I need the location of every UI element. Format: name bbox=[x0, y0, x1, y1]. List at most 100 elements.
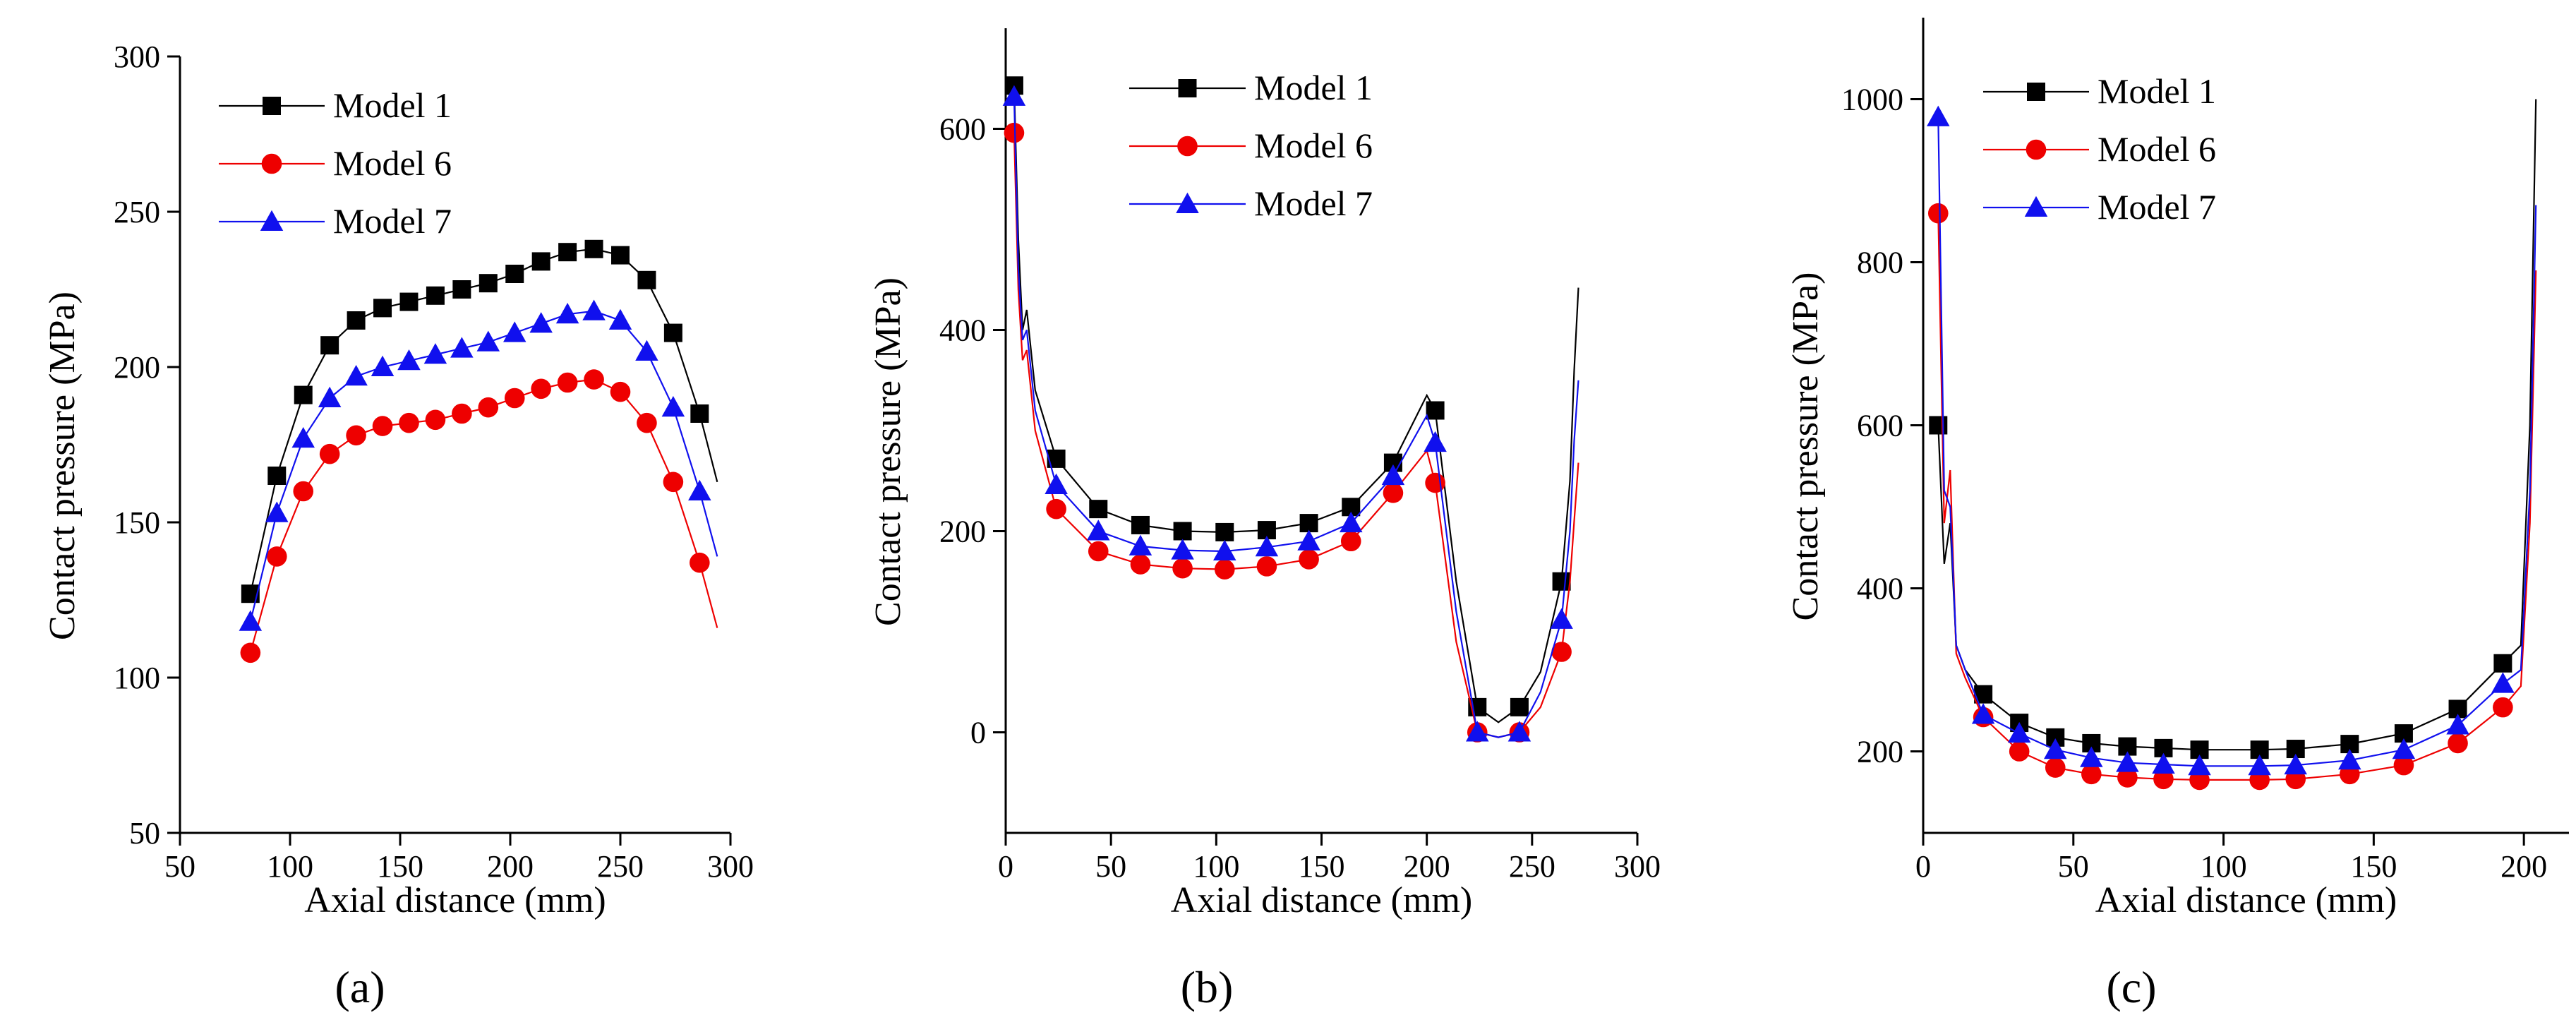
data-point-marker bbox=[1046, 498, 1066, 519]
data-point-marker bbox=[320, 336, 339, 355]
data-point-marker bbox=[1173, 522, 1192, 541]
data-point-marker bbox=[344, 364, 368, 386]
x-axis-title: Axial distance (mm) bbox=[304, 880, 606, 920]
x-tick-label: 50 bbox=[164, 849, 195, 884]
x-tick-label: 0 bbox=[998, 849, 1013, 884]
data-point-marker bbox=[1172, 558, 1193, 579]
y-tick-label: 150 bbox=[114, 505, 160, 540]
data-point-marker bbox=[371, 355, 395, 376]
data-point-marker bbox=[1299, 514, 1318, 533]
data-point-marker bbox=[399, 412, 419, 433]
data-point-marker bbox=[1088, 541, 1109, 562]
data-point-marker bbox=[1255, 536, 1279, 557]
data-point-marker bbox=[2491, 672, 2515, 693]
data-point-marker bbox=[1299, 549, 1319, 570]
data-point-marker bbox=[399, 292, 419, 311]
data-point-marker bbox=[479, 274, 498, 293]
data-point-marker bbox=[1929, 416, 1948, 435]
series-line bbox=[1937, 99, 2537, 751]
data-point-marker bbox=[372, 416, 393, 436]
data-point-marker bbox=[397, 349, 421, 371]
data-point-marker bbox=[1045, 473, 1068, 494]
y-axis-title: Contact pressure (MPa) bbox=[1786, 272, 1826, 621]
x-tick-label: 100 bbox=[1193, 849, 1239, 884]
data-point-marker bbox=[373, 299, 392, 318]
data-point-marker bbox=[1047, 449, 1066, 468]
x-tick-label: 50 bbox=[2058, 849, 2089, 884]
data-point-marker bbox=[267, 467, 287, 485]
series-model-7 bbox=[1927, 105, 2537, 776]
data-point-marker bbox=[1510, 697, 1529, 716]
chart-panel-a: 50 100 150 200 250 300 50 100 150 200 250 300 Axial … bbox=[42, 40, 754, 1012]
legend-marker bbox=[2024, 196, 2048, 217]
data-point-marker bbox=[584, 369, 604, 390]
y-axis-title: Contact pressure (MPa) bbox=[42, 292, 83, 640]
data-point-marker bbox=[2152, 752, 2175, 774]
panel-label: (a) bbox=[335, 962, 385, 1012]
data-point-marker bbox=[2044, 738, 2067, 759]
legend-label: Model 6 bbox=[333, 143, 452, 183]
data-point-marker bbox=[2338, 748, 2361, 770]
series-model-1 bbox=[1004, 76, 1579, 723]
series-model-7 bbox=[1002, 85, 1579, 742]
y-tick-label: 1000 bbox=[1841, 83, 1903, 117]
x-tick-label: 150 bbox=[2350, 849, 2397, 884]
data-point-marker bbox=[423, 343, 447, 364]
data-point-marker bbox=[2448, 733, 2468, 754]
data-point-marker bbox=[2007, 721, 2031, 743]
legend-label: Model 1 bbox=[1254, 68, 1373, 107]
data-point-marker bbox=[1087, 519, 1110, 541]
data-point-marker bbox=[2446, 714, 2469, 735]
data-point-marker bbox=[2045, 757, 2066, 778]
series-line bbox=[1013, 133, 1579, 738]
x-tick-label: 300 bbox=[1614, 849, 1661, 884]
data-point-marker bbox=[425, 409, 446, 431]
data-point-marker bbox=[1507, 721, 1531, 742]
data-point-marker bbox=[1971, 703, 1995, 724]
data-point-marker bbox=[2188, 755, 2211, 776]
x-tick-label: 200 bbox=[487, 849, 534, 884]
legend-label: Model 1 bbox=[2097, 71, 2216, 111]
x-tick-label: 150 bbox=[377, 849, 423, 884]
series-line bbox=[1013, 85, 1579, 723]
data-point-marker bbox=[1171, 539, 1194, 560]
data-point-marker bbox=[1130, 554, 1151, 575]
legend-marker bbox=[2027, 83, 2045, 101]
x-tick-label: 100 bbox=[2201, 849, 2247, 884]
data-point-marker bbox=[1004, 122, 1025, 143]
x-tick-label: 0 bbox=[1915, 849, 1931, 884]
data-point-marker bbox=[2117, 767, 2138, 788]
x-tick-label: 250 bbox=[1509, 849, 1555, 884]
x-tick-label: 250 bbox=[597, 849, 644, 884]
data-point-marker bbox=[637, 270, 656, 289]
data-point-marker bbox=[531, 252, 550, 271]
data-point-marker bbox=[1550, 608, 1573, 629]
data-point-marker bbox=[1424, 431, 1447, 452]
data-point-marker bbox=[450, 337, 474, 358]
y-axis-title: Contact pressure (MPa) bbox=[868, 277, 908, 626]
series-model-1 bbox=[241, 239, 718, 603]
panel-label: (c) bbox=[2106, 962, 2156, 1012]
y-tick-label: 200 bbox=[1857, 735, 1903, 769]
series-model-6 bbox=[1927, 203, 2537, 791]
series-line bbox=[1937, 213, 2537, 781]
data-point-marker bbox=[476, 330, 500, 352]
x-tick-label: 150 bbox=[1299, 849, 1345, 884]
data-point-marker bbox=[266, 546, 287, 567]
data-point-marker bbox=[1089, 500, 1108, 519]
data-point-marker bbox=[608, 308, 632, 330]
legend-marker bbox=[2026, 139, 2047, 160]
data-point-marker bbox=[663, 472, 684, 493]
data-point-marker bbox=[584, 239, 603, 258]
x-tick-label: 100 bbox=[267, 849, 313, 884]
x-tick-label: 200 bbox=[2500, 849, 2547, 884]
data-point-marker bbox=[1425, 472, 1445, 493]
data-point-marker bbox=[1383, 483, 1404, 503]
y-tick-label: 100 bbox=[114, 661, 160, 695]
data-point-marker bbox=[1927, 105, 1950, 126]
data-point-marker bbox=[1927, 203, 1949, 224]
data-point-marker bbox=[1002, 85, 1026, 106]
x-tick-label: 200 bbox=[1404, 849, 1450, 884]
x-axis-title: Axial distance (mm) bbox=[1171, 880, 1472, 920]
